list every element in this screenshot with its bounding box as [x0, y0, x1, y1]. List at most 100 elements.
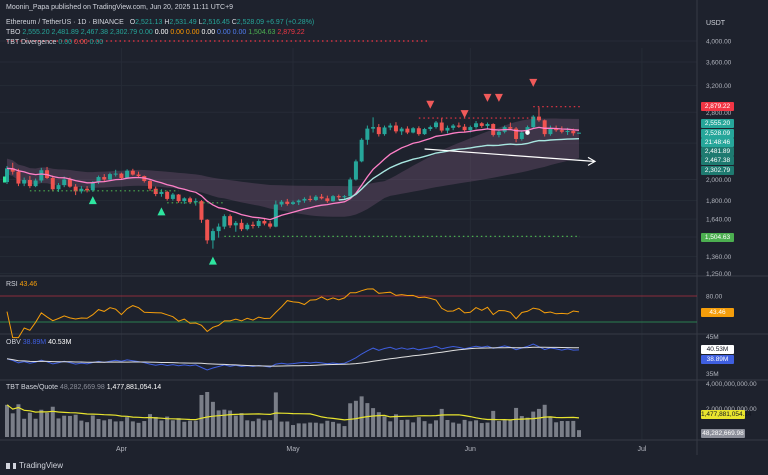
volume-bar: [199, 394, 204, 437]
volume-bar: [182, 421, 187, 437]
candle-body: [474, 123, 479, 128]
currency-label[interactable]: USDT: [706, 20, 726, 27]
sell-signal-marker: [494, 93, 503, 102]
volume-bar: [485, 422, 490, 437]
volume-bar: [462, 419, 467, 437]
candle-body: [285, 201, 290, 204]
volume-bar: [359, 396, 364, 437]
volume-axis-label: 1,477,881,054.14: [701, 410, 752, 419]
candle-body: [291, 202, 295, 204]
volume-bar: [536, 408, 541, 437]
candle-body: [96, 177, 101, 183]
volume-bar: [10, 413, 15, 437]
volume-bar: [285, 421, 290, 437]
gridlines: [0, 0, 768, 455]
volume-bar: [39, 409, 44, 437]
divergence-name[interactable]: TBT Divergence: [6, 39, 57, 46]
candle-body: [27, 180, 32, 187]
price-tick-label: 4,000.00: [706, 39, 732, 46]
candle-body: [496, 131, 501, 135]
candle-body: [359, 139, 364, 162]
divergence-value: 0.00: [73, 39, 88, 46]
indicator-overlays: [6, 40, 597, 237]
candle-body: [548, 128, 553, 135]
candle-body: [16, 171, 21, 184]
volume-bar: [33, 418, 38, 437]
volume-bar: [165, 416, 170, 437]
volume-ma-line: [6, 404, 580, 421]
volume-bar: [188, 420, 193, 437]
price-tick-label: 3,200.00: [706, 83, 732, 90]
sell-signal-marker: [483, 93, 492, 102]
volume-bar: [468, 421, 473, 437]
volume-bar: [250, 421, 255, 437]
divergence-value: 0.00: [58, 39, 73, 46]
tradingview-logo[interactable]: TradingView: [6, 461, 63, 470]
candle-body: [107, 174, 112, 180]
price-tick-label: 1,360.00: [706, 254, 732, 261]
volume-bar: [514, 407, 519, 437]
obv-legend[interactable]: OBV 38.89M 40.53M: [6, 339, 71, 346]
volume-bar: [96, 418, 101, 437]
volume-bar: [542, 404, 547, 437]
volume-bar: [113, 421, 118, 437]
tbo-zero: 0.00: [170, 29, 184, 36]
tbo-name[interactable]: TBO: [6, 29, 21, 36]
rsi-axis-label: 43.46: [701, 308, 734, 317]
candle-body: [39, 170, 44, 181]
tbo-value: 2,879.22: [277, 29, 305, 36]
candle-body: [268, 223, 273, 227]
volume-bar: [67, 415, 72, 437]
candle-body: [56, 185, 61, 190]
volume-bar: [159, 420, 164, 437]
volume-bar: [296, 423, 301, 437]
candle-body: [451, 125, 456, 128]
candle-body: [73, 186, 78, 192]
obv-ma-value: 40.53M: [48, 339, 72, 346]
candle-body: [519, 132, 524, 139]
obv-value: 38.89M: [22, 339, 47, 346]
trend-arrow-head: [587, 156, 597, 166]
volume-bar: [273, 392, 278, 437]
candle-body: [393, 125, 398, 132]
tbo-value: 1,504.63: [248, 29, 276, 36]
volume-legend[interactable]: TBT Base/Quote 48,282,669.98 1,477,881,0…: [6, 384, 161, 391]
cloud-fill: [7, 118, 579, 217]
candle-body: [199, 201, 204, 220]
volume-bar: [90, 415, 95, 437]
candle-body: [353, 161, 358, 180]
volume-bar: [85, 422, 90, 437]
volume-bar: [228, 410, 233, 437]
candle-body: [325, 198, 330, 202]
candle-body: [456, 125, 461, 127]
sell-signal-marker: [460, 110, 469, 119]
sell-signal-marker: [529, 78, 538, 87]
tbo-legend[interactable]: TBO 2,555.20 2,481.89 2,467.38 2,302.79 …: [6, 29, 305, 36]
volume-bar: [508, 419, 513, 437]
rsi-legend[interactable]: RSI 43.46: [6, 281, 37, 288]
candle-body: [399, 128, 404, 132]
volume-bar: [62, 415, 67, 437]
candle-body: [193, 201, 198, 203]
candle-body: [342, 196, 347, 198]
divergence-legend[interactable]: TBT Divergence 0.00 0.00 0.00: [6, 39, 103, 46]
volume-ma-value: 1,477,881,054.14: [106, 384, 162, 391]
volume-bar: [79, 420, 84, 437]
obv-name[interactable]: OBV: [6, 339, 21, 346]
volume-bar: [371, 408, 376, 437]
candle-body: [245, 224, 250, 230]
candle-body: [365, 128, 370, 140]
candle-body: [331, 196, 336, 202]
volume-bar: [531, 411, 536, 437]
candle-body: [376, 127, 381, 135]
candle-body: [565, 130, 570, 132]
buy-signal-marker: [157, 207, 166, 216]
rsi-name[interactable]: RSI: [6, 281, 18, 288]
price-label: 2,481.89: [701, 147, 734, 156]
symbol-legend[interactable]: Ethereum / TetherUS · 1D · BINANCE O2,52…: [6, 19, 314, 26]
volume-name[interactable]: TBT Base/Quote: [6, 384, 59, 391]
volume-bar: [577, 430, 581, 437]
symbol-name[interactable]: Ethereum / TetherUS · 1D · BINANCE: [6, 19, 124, 26]
candle-body: [336, 196, 341, 198]
volume-bar: [491, 410, 496, 437]
